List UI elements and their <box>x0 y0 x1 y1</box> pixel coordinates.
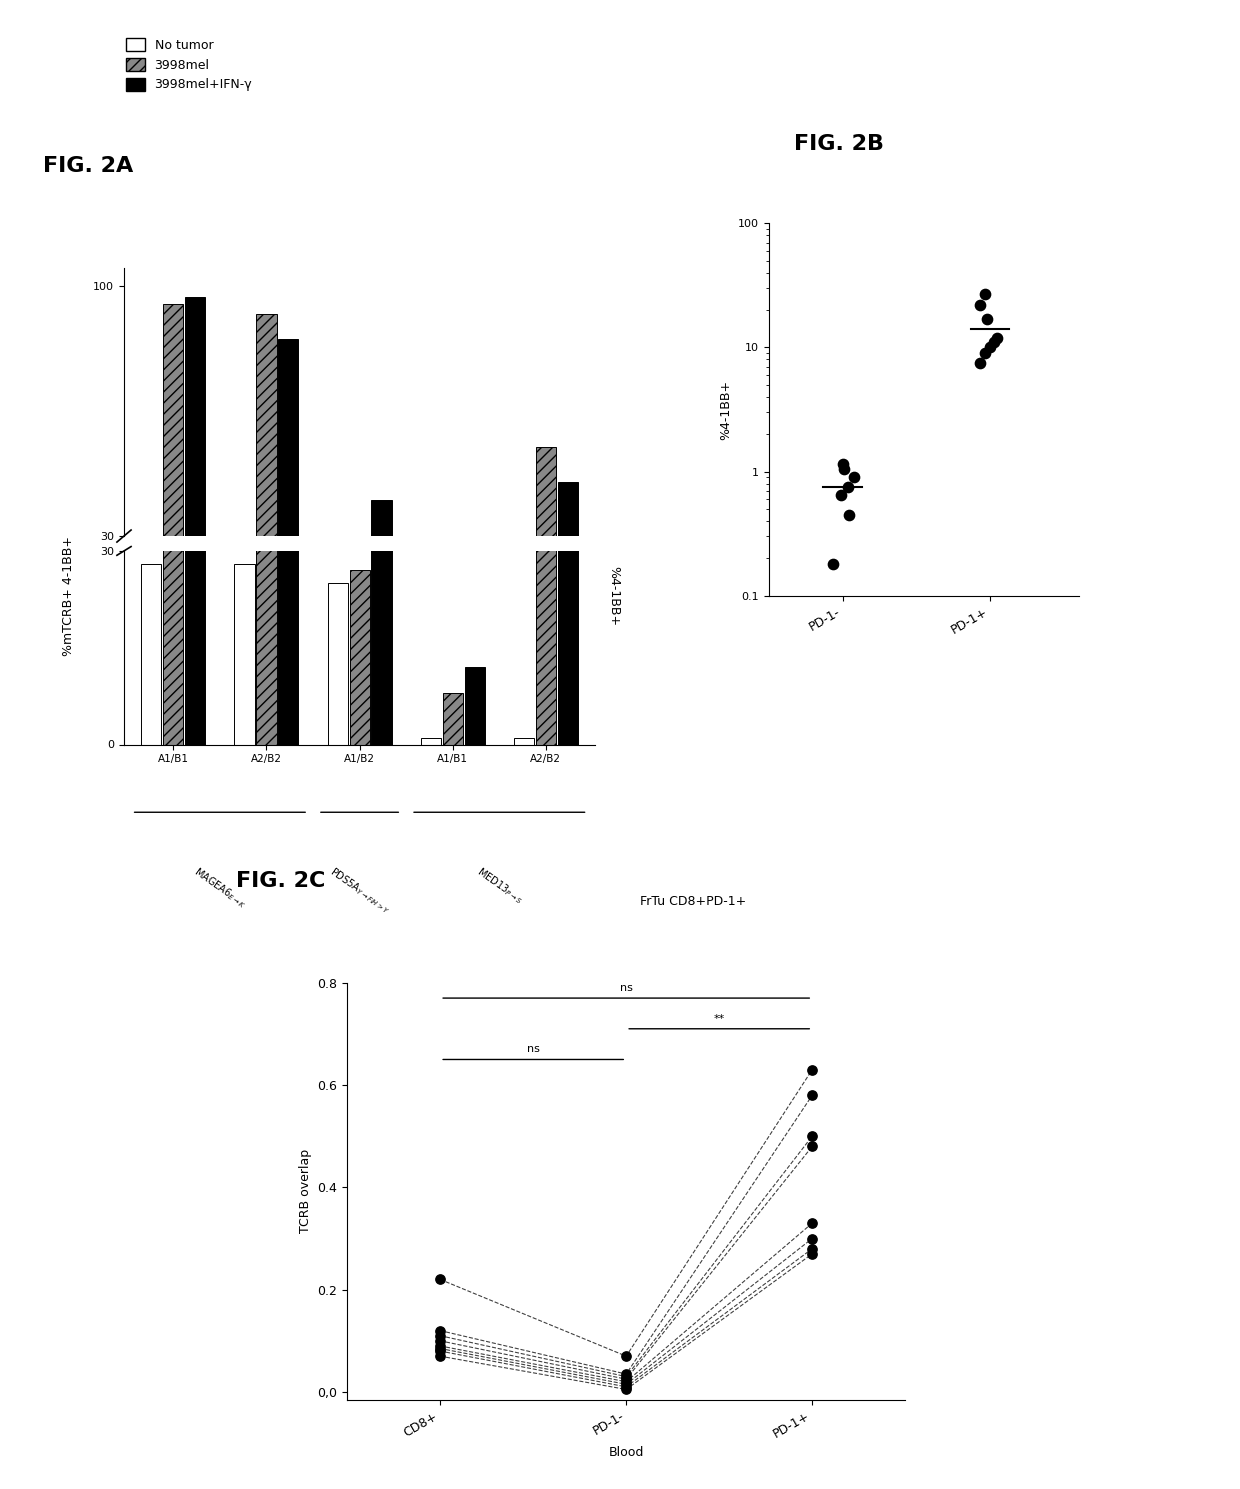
Text: FrTu CD8+PD-1+: FrTu CD8+PD-1+ <box>640 895 746 908</box>
Point <box>802 1057 822 1081</box>
Point <box>981 335 1001 359</box>
Text: FIG. 2A: FIG. 2A <box>43 156 134 176</box>
Bar <box>141 564 161 744</box>
Text: **: ** <box>713 1014 725 1023</box>
Bar <box>185 119 206 744</box>
Bar <box>327 584 347 744</box>
Point <box>616 1373 636 1397</box>
Bar <box>141 543 161 643</box>
Point <box>430 1334 450 1358</box>
Point <box>616 1374 636 1398</box>
Bar <box>465 600 485 643</box>
Point <box>839 503 859 527</box>
Bar <box>443 615 463 643</box>
Point <box>802 1242 822 1266</box>
Point <box>802 1124 822 1148</box>
Bar <box>278 339 299 643</box>
Point <box>802 1211 822 1234</box>
Text: %4-1BB+: %4-1BB+ <box>608 566 620 625</box>
Point <box>976 281 996 305</box>
Bar <box>350 546 370 643</box>
Text: PDS5A$_{Y \rightarrow FiH>Y}$: PDS5A$_{Y \rightarrow FiH>Y}$ <box>326 865 393 917</box>
Point <box>977 307 997 331</box>
Point <box>970 293 990 317</box>
Bar <box>327 554 347 643</box>
X-axis label: Blood: Blood <box>609 1446 644 1459</box>
Bar <box>420 640 441 643</box>
Bar <box>536 447 556 643</box>
Point <box>616 1367 636 1391</box>
Text: ns: ns <box>620 983 632 993</box>
Point <box>616 1345 636 1368</box>
Text: FIG. 2C: FIG. 2C <box>236 871 325 890</box>
Bar <box>420 739 441 744</box>
Bar <box>558 482 578 643</box>
Point <box>616 1365 636 1389</box>
Point <box>844 465 864 488</box>
Point <box>802 1227 822 1251</box>
Point <box>802 1135 822 1158</box>
Point <box>802 1237 822 1261</box>
Bar <box>372 487 392 744</box>
Text: ns: ns <box>527 1044 539 1054</box>
Text: MAGEA6$_{E \rightarrow K}$: MAGEA6$_{E \rightarrow K}$ <box>191 865 249 911</box>
Point <box>616 1377 636 1401</box>
Point <box>985 331 1004 354</box>
Point <box>616 1370 636 1394</box>
Point <box>975 341 994 365</box>
Point <box>822 552 842 576</box>
Point <box>616 1362 636 1386</box>
Point <box>430 1339 450 1362</box>
Bar <box>443 692 463 744</box>
Bar <box>234 543 254 643</box>
Point <box>987 326 1007 350</box>
Bar <box>257 150 277 744</box>
Point <box>838 475 858 499</box>
Bar <box>164 304 184 643</box>
Bar <box>513 640 534 643</box>
Point <box>430 1345 450 1368</box>
Point <box>430 1319 450 1343</box>
Point <box>430 1328 450 1352</box>
Legend: No tumor, 3998mel, 3998mel+IFN-γ: No tumor, 3998mel, 3998mel+IFN-γ <box>120 33 258 97</box>
Bar <box>185 296 206 643</box>
Point <box>430 1324 450 1348</box>
Bar <box>372 500 392 643</box>
Bar <box>558 454 578 744</box>
Text: MED13$_{P \rightarrow S}$: MED13$_{P \rightarrow S}$ <box>474 865 525 907</box>
Point <box>831 482 851 506</box>
Bar <box>278 197 299 744</box>
Point <box>970 351 990 375</box>
Bar <box>350 570 370 744</box>
Y-axis label: TCRB overlap: TCRB overlap <box>299 1150 312 1233</box>
Bar <box>257 314 277 643</box>
Bar <box>513 739 534 744</box>
Point <box>833 457 853 481</box>
Text: FIG. 2B: FIG. 2B <box>794 134 884 153</box>
Bar <box>234 564 254 744</box>
Y-axis label: %4-1BB+: %4-1BB+ <box>719 380 733 439</box>
Bar <box>536 390 556 744</box>
Point <box>833 453 853 476</box>
Bar <box>164 131 184 744</box>
Point <box>430 1337 450 1361</box>
Point <box>430 1267 450 1291</box>
Bar <box>465 667 485 744</box>
Point <box>802 1084 822 1108</box>
Text: %mTCRB+ 4-1BB+: %mTCRB+ 4-1BB+ <box>62 536 74 655</box>
